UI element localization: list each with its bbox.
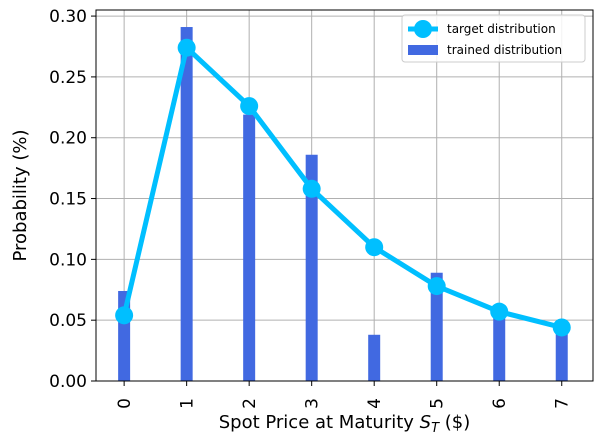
target-point <box>240 97 259 116</box>
plot-frame <box>95 9 594 382</box>
x-tick-label: 5 <box>428 398 448 409</box>
bar <box>180 27 193 381</box>
legend-bar-swatch <box>408 45 438 55</box>
x-tick-label: 2 <box>240 398 260 409</box>
x-tick-label: 0 <box>115 398 135 409</box>
bar <box>555 328 568 381</box>
y-tick-label: 0.20 <box>49 129 87 149</box>
y-tick-label: 0.30 <box>49 7 87 27</box>
ticks: 0 1 2 3 4 5 6 7 0.00 0.05 0.10 0.15 0.20 0.25 0.30 <box>49 7 573 409</box>
target-line <box>121 45 565 330</box>
x-tick-label: 1 <box>178 398 198 409</box>
y-tick-label: 0.25 <box>49 68 87 88</box>
target-point <box>490 302 509 321</box>
bar <box>493 311 506 381</box>
y-tick-label: 0.00 <box>49 372 87 392</box>
target-point <box>177 38 196 57</box>
x-tick-label: 7 <box>553 398 573 409</box>
legend: target distribution trained distribution <box>401 14 586 63</box>
bar <box>243 114 256 381</box>
x-tick-label: 3 <box>303 398 323 409</box>
legend-box <box>401 14 586 63</box>
legend-label-target: target distribution <box>447 22 556 36</box>
x-tick-label: 6 <box>490 398 510 409</box>
bar <box>368 334 381 381</box>
target-line-layer <box>115 38 571 337</box>
grid <box>96 10 593 382</box>
target-point <box>115 306 134 325</box>
legend-marker-swatch <box>414 20 432 38</box>
y-tick-label: 0.05 <box>49 311 87 331</box>
x-axis-label: Spot Price at Maturity ST ($) <box>219 412 471 436</box>
y-tick-label: 0.10 <box>49 250 87 270</box>
target-point <box>552 318 571 337</box>
y-tick-label: 0.15 <box>49 190 87 210</box>
target-point <box>365 238 384 257</box>
y-axis-label: Probability (%) <box>10 129 31 261</box>
x-tick-label: 4 <box>365 398 385 409</box>
bar <box>430 272 443 381</box>
bar <box>305 154 318 381</box>
target-point <box>302 179 321 198</box>
legend-label-trained: trained distribution <box>447 43 562 57</box>
bars <box>118 27 568 381</box>
target-point <box>427 277 446 296</box>
